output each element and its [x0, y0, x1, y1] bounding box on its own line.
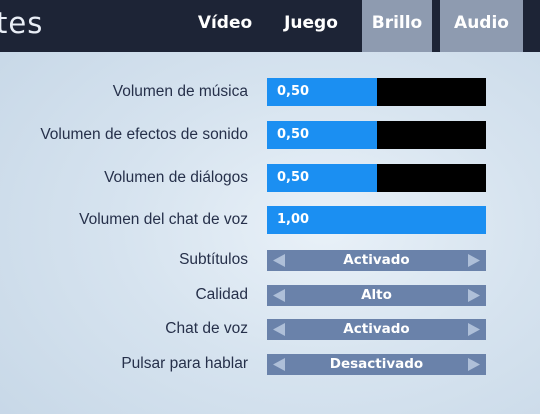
- selector-value: Alto: [361, 287, 392, 303]
- slider-fill: [267, 78, 377, 106]
- dialog-volume-label: Volumen de diálogos: [104, 169, 248, 186]
- sfx-volume-label: Volumen de efectos de sonido: [40, 126, 248, 143]
- arrow-left-button[interactable]: [267, 319, 293, 340]
- sfx-volume-slider[interactable]: 0,50: [267, 121, 486, 149]
- voice-chat-volume-slider[interactable]: 1,00: [267, 206, 486, 234]
- slider-fill: [267, 121, 377, 149]
- quality-label: Calidad: [195, 286, 248, 303]
- subtitles-selector: Activado: [267, 250, 486, 271]
- push-to-talk-selector: Desactivado: [267, 354, 486, 375]
- arrow-right-button[interactable]: [460, 285, 486, 306]
- arrow-right-icon: [468, 358, 480, 371]
- arrow-left-icon: [273, 358, 285, 371]
- arrow-left-icon: [273, 323, 285, 336]
- arrow-right-button[interactable]: [460, 250, 486, 271]
- quality-selector: Alto: [267, 285, 486, 306]
- dialog-volume-slider[interactable]: 0,50: [267, 164, 486, 192]
- arrow-right-icon: [468, 289, 480, 302]
- selector-value: Desactivado: [329, 356, 424, 372]
- voice-chat-label: Chat de voz: [165, 320, 248, 337]
- arrow-right-icon: [468, 323, 480, 336]
- arrow-left-button[interactable]: [267, 250, 293, 271]
- arrow-right-icon: [468, 254, 480, 267]
- tab-brillo[interactable]: Brillo: [362, 0, 432, 52]
- voice-chat-selector: Activado: [267, 319, 486, 340]
- subtitles-label: Subtítulos: [179, 251, 248, 268]
- slider-value: 0,50: [277, 127, 310, 142]
- slider-value: 0,50: [277, 84, 310, 99]
- arrow-left-button[interactable]: [267, 354, 293, 375]
- push-to-talk-label: Pulsar para hablar: [121, 355, 248, 372]
- selector-value: Activado: [343, 321, 410, 337]
- arrow-left-icon: [273, 289, 285, 302]
- music-volume-slider[interactable]: 0,50: [267, 78, 486, 106]
- slider-value: 0,50: [277, 170, 310, 185]
- arrow-right-button[interactable]: [460, 319, 486, 340]
- arrow-right-button[interactable]: [460, 354, 486, 375]
- top-bar: tes Vídeo Juego Brillo Audio: [0, 0, 540, 52]
- page-title: tes: [0, 6, 44, 40]
- arrow-left-icon: [273, 254, 285, 267]
- slider-fill: [267, 206, 486, 234]
- slider-value: 1,00: [277, 212, 310, 227]
- tab-juego[interactable]: Juego: [284, 13, 338, 33]
- tab-video[interactable]: Vídeo: [197, 13, 253, 33]
- music-volume-label: Volumen de música: [112, 83, 248, 100]
- selector-value: Activado: [343, 252, 410, 268]
- slider-fill: [267, 164, 377, 192]
- tab-audio[interactable]: Audio: [440, 0, 523, 52]
- voice-chat-volume-label: Volumen del chat de voz: [79, 211, 248, 228]
- arrow-left-button[interactable]: [267, 285, 293, 306]
